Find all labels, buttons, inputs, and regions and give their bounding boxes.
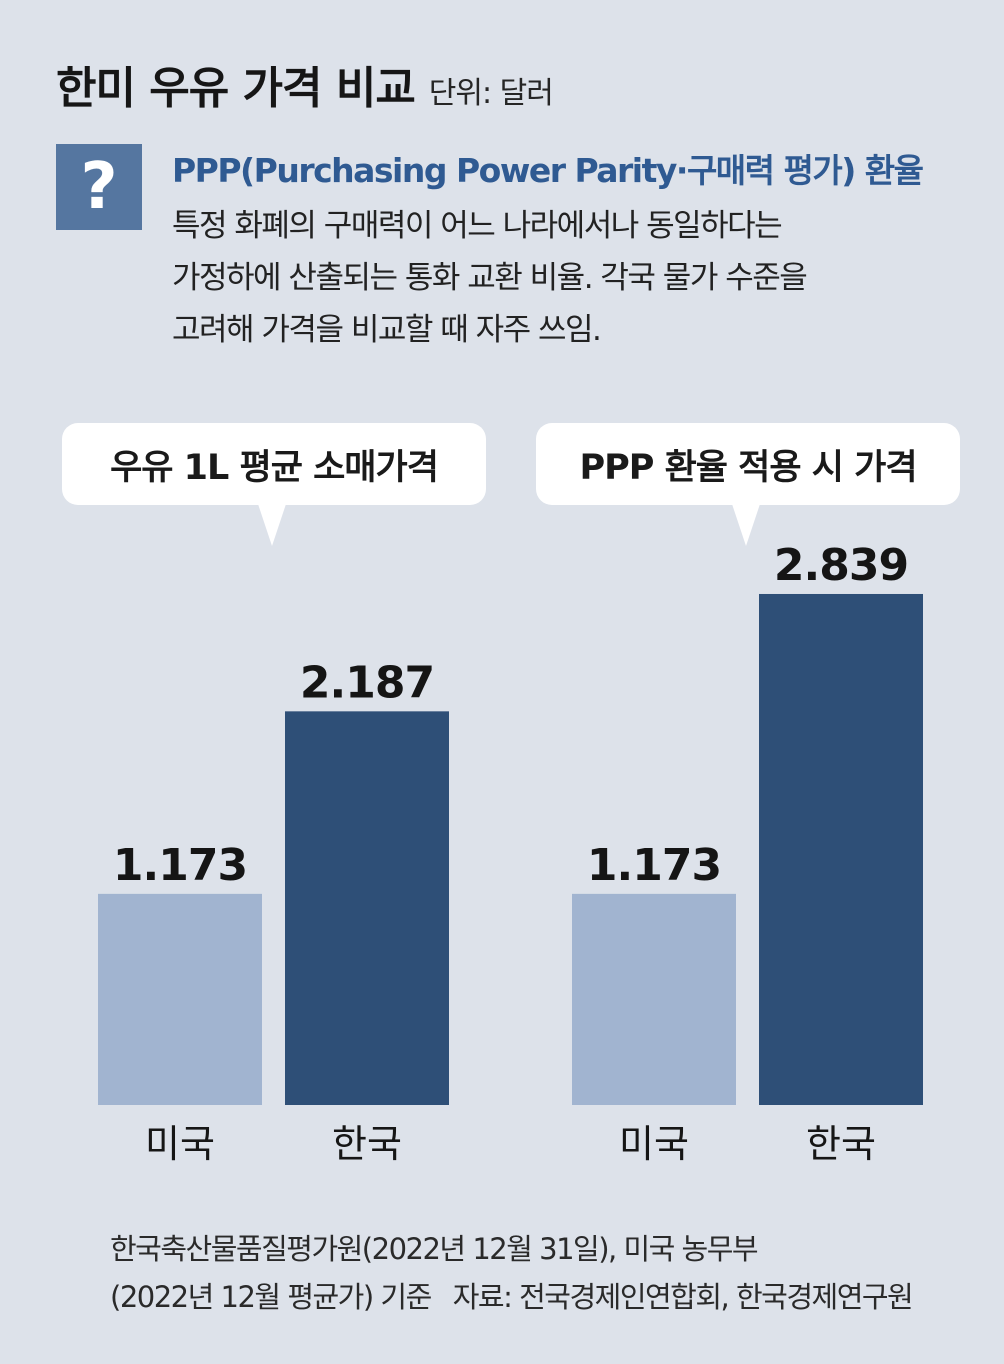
chart-1-bubble-tail	[258, 504, 286, 546]
unit-label: 단위: 달러	[428, 76, 554, 111]
chart-1-category-label-korea: 한국	[332, 1122, 402, 1166]
definition-line-1: 특정 화폐의 구매력이 어느 나라에서나 동일하다는	[172, 208, 783, 244]
chart-2-title: PPP 환율 적용 시 가격	[579, 447, 917, 488]
chart-2-bar-us	[572, 893, 736, 1105]
definition-line-3: 고려해 가격을 비교할 때 자주 쓰임.	[172, 312, 602, 348]
source-basis-line-2-text: (2022년 12월 평균가) 기준	[110, 1280, 432, 1314]
chart-1-value-label-us: 1.173	[113, 840, 247, 891]
chart-1-bar-korea	[285, 711, 449, 1105]
chart-2-value-label-korea: 2.839	[774, 540, 908, 591]
chart-1-category-label-us: 미국	[145, 1122, 215, 1166]
chart-1-title-bubble: 우유 1L 평균 소매가격	[62, 423, 486, 505]
chart-1-value-label-korea: 2.187	[300, 657, 434, 708]
definition-term: PPP(Purchasing Power Parity·구매력 평가) 환율	[172, 151, 924, 190]
chart-1-title: 우유 1L 평균 소매가격	[110, 447, 439, 488]
source-basis-line-1: 한국축산물품질평가원(2022년 12월 31일), 미국 농무부	[110, 1232, 759, 1266]
question-mark-icon: ?	[56, 144, 142, 230]
source-credit: 자료: 전국경제인연합회, 한국경제연구원	[452, 1280, 914, 1314]
source-note: 한국축산물품질평가원(2022년 12월 31일), 미국 농무부 (2022년…	[110, 1225, 914, 1321]
chart-1-bar-us	[98, 893, 262, 1105]
chart-2-bubble-tail	[732, 504, 760, 546]
definition-line-2: 가정하에 산출되는 통화 교환 비율. 각국 물가 수준을	[172, 260, 808, 296]
chart-2-bar-korea	[759, 593, 923, 1105]
chart-2-title-bubble: PPP 환율 적용 시 가격	[536, 423, 960, 505]
chart-title: 한미 우유 가격 비교	[56, 63, 416, 114]
chart-2-category-label-us: 미국	[619, 1122, 689, 1166]
chart-2-category-label-korea: 한국	[806, 1122, 876, 1166]
title-row: 한미 우유 가격 비교 단위: 달러	[56, 52, 554, 116]
source-basis-line-2: (2022년 12월 평균가) 기준 자료: 전국경제인연합회, 한국경제연구원	[110, 1273, 914, 1321]
chart-2-value-label-us: 1.173	[587, 840, 721, 891]
